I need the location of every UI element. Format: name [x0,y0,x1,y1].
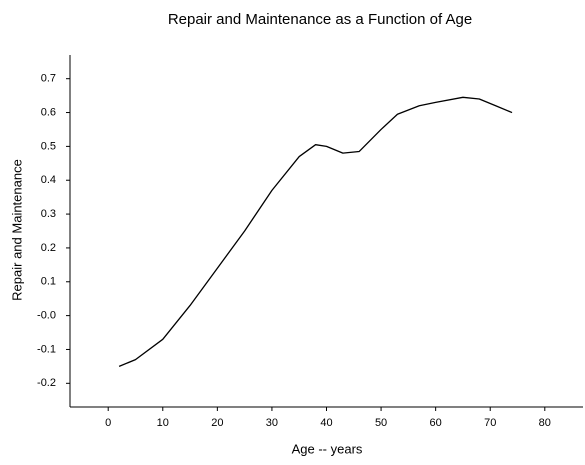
y-tick-label: -0.1 [37,343,56,355]
y-tick-label: 0.5 [41,140,56,152]
y-axis-label: Repair and Maintenance [9,159,24,301]
chart-title: Repair and Maintenance as a Function of … [168,11,472,28]
y-tick-label: -0.2 [37,377,56,389]
y-tick-label: 0.2 [41,242,56,254]
x-tick-label: 30 [266,417,278,429]
x-axis-label: Age -- years [292,441,363,456]
y-tick-label: 0.3 [41,208,56,220]
y-tick-label: 0.7 [41,73,56,85]
x-tick-label: 60 [430,417,442,429]
y-tick-label: 0.6 [41,106,56,118]
x-tick-label: 40 [320,417,332,429]
y-tick-label: -0.0 [37,310,56,322]
y-tick-label: 0.1 [41,276,56,288]
x-tick-label: 50 [375,417,387,429]
line-series [118,96,513,367]
x-tick-label: 20 [211,417,223,429]
x-tick-label: 70 [484,417,496,429]
x-tick-label: 10 [157,417,169,429]
x-tick-label: 0 [105,417,111,429]
x-tick-label: 80 [539,417,551,429]
y-tick-label: 0.4 [41,174,56,186]
